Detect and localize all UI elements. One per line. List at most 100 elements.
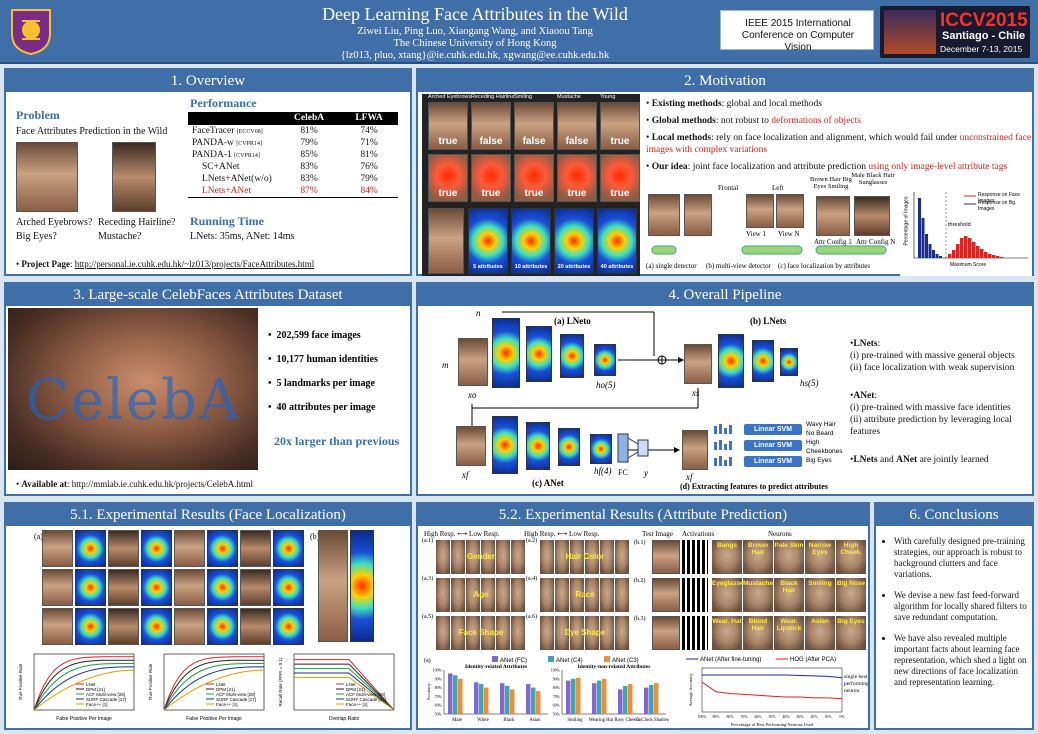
attribute-heatmap [597,208,637,274]
legend-label: LNet [86,682,96,687]
symbol-xf-2: xf [686,472,693,482]
linear-svm-2: Linear SVM [744,440,802,451]
roc-curve [163,656,264,711]
histogram-bar-face [980,249,984,258]
histogram-bar-face [972,242,976,258]
bullet-global-red: deformations of objects [771,116,861,126]
average-face [555,578,569,612]
localization-example-image [174,608,205,645]
average-face [540,540,554,574]
y-tick-label: 50% [435,712,443,717]
histogram-ylabel: Percentage of Images [903,196,910,246]
neuron-average-face [774,578,804,612]
neuron-average-face [774,540,804,574]
average-face [511,616,525,650]
label-lnet-o: (a) LNeto [554,316,591,326]
bullet-local-text: : rely on face localization and alignmen… [711,133,960,143]
input-image-xo [458,338,488,386]
neuron-label: Big Eyes [837,618,865,625]
fact-face-images: • 202,599 face images [268,330,361,341]
average-face [615,540,629,574]
bar [618,689,623,714]
line-x-tick: 80% [727,715,735,719]
response-histogram: Response on Face Images Response on Bg. … [900,182,1032,276]
prediction-result: false [565,136,589,147]
roc-curve [294,672,395,711]
diagram-face [816,196,850,236]
bar [484,687,489,714]
histogram-bar-face [952,250,956,258]
roc-curve [33,669,135,711]
average-face [570,578,584,612]
legend-label: ACF Multi-view [28] [216,692,255,697]
test-image [652,616,680,650]
attribute-accuracy-bar-charts: (a) ANet (FC) ANet (C4) ANet (C3) Identity-r… [424,656,670,723]
feature-map [492,318,520,388]
heatmap-label: 40 attributes [600,264,634,270]
bar [448,673,453,714]
x-tick-label: Wearing Hat [589,718,614,723]
neuron-label: Pale Skin [774,542,804,549]
histogram-svg [913,192,1028,259]
low-resp-label: Low Resp. [469,530,500,538]
method-cell-wrap: PANDA-1 [CVPR14] [188,149,278,161]
output-no-beard: No Beard [806,430,834,437]
question-receding-hairline: Receding Hairline? [98,217,176,228]
neuron-average-face [712,616,742,650]
anet-note-1: (i) pre-trained with massive face identi… [850,403,1011,413]
localization-heatmap [273,530,304,567]
y-tick-label: 60% [435,703,443,708]
localization-heatmap-tall [350,530,374,642]
linear-svm-3: Linear SVM [744,456,802,467]
dataset-facts: • 202,599 face images • 10,177 human ide… [268,324,378,420]
celeba-cell: 81% [300,126,318,136]
prediction-result: true [567,188,587,199]
symbol-xf: xf [462,470,469,480]
histogram-bar-face [992,255,996,258]
method-name: SC+ANet [202,162,240,172]
y-tick-label: 80% [553,685,561,690]
conclusion-item: We have also revealed multiple important… [894,633,1032,688]
celeba-cell: 79% [300,138,318,148]
bullet-existing-bold: Existing methods [651,99,722,109]
method-name: PANDA-1 [192,150,232,160]
average-face [496,540,510,574]
bullet-idea-red: using only image-level attribute tags [868,162,1008,172]
table-header [188,112,278,125]
feature-map [560,334,584,378]
legend-label: LNet [216,682,226,687]
neuron-average-face [836,616,866,650]
line-note: single best [844,674,868,680]
average-face [436,540,450,574]
project-page-link[interactable]: http://personal.ie.cuhk.edu.hk/~lz013/pr… [74,259,315,269]
prediction-result: true [610,188,630,199]
neuron-row-id: (b.3) [634,616,646,622]
histogram-bar-bg [928,244,932,258]
motivation-panel: 2. Motivation Arched Eyebrows true true Rec… [416,68,1034,276]
celeba-cell: 83% [300,174,318,184]
overview-title: 1. Overview [6,70,410,92]
table-row: LNets+ANet 87% 84% [188,185,398,198]
average-face [540,578,554,612]
diagram-face [648,194,680,236]
localization-heatmap [141,569,172,606]
histogram-legend-bg: Response on Bg. Images [978,200,1017,212]
legend-label: ACF Multi-view [28] [86,692,125,697]
histogram-bar-bg [921,218,925,258]
bar-legend-swatch [492,656,498,662]
celeba-cell: 83% [300,162,318,172]
dataset-link[interactable]: http://mmlab.ie.cuhk.edu.hk/projects/Cel… [71,479,253,489]
performance-table: CelebA LFWA FaceTracer [ECCV08] 81% 74% PAN… [188,112,398,198]
histogram-bar-bg [939,256,942,258]
image-xf-2 [682,430,708,470]
image-xf [456,426,486,466]
localization-example-image [240,530,271,567]
average-face [615,578,629,612]
bar [623,685,628,714]
method-cell-wrap: SC+ANet [188,161,278,173]
average-face [496,578,510,612]
pipeline-notes: •LNets: (i) pre-trained with massive gen… [850,338,1030,466]
attribute-heatmap [554,208,594,274]
localization-heatmap [141,530,172,567]
